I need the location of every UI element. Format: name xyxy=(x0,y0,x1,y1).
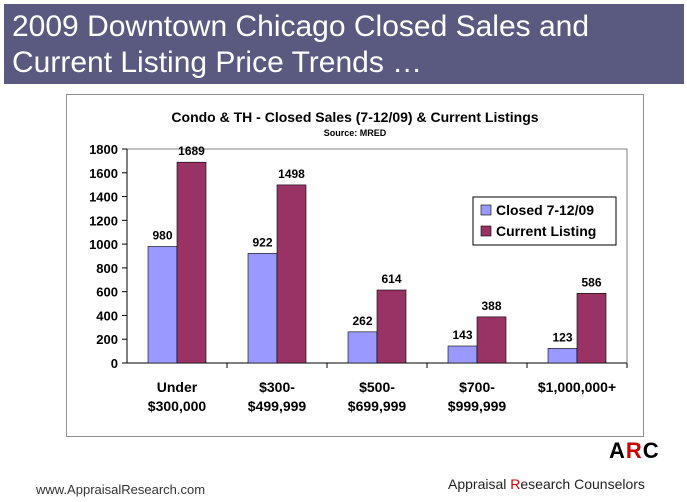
chart-panel: Condo & TH - Closed Sales (7-12/09) & Cu… xyxy=(66,94,644,437)
logo-letter-r: R xyxy=(625,438,643,463)
bar-current-listing xyxy=(476,316,507,364)
data-label-closed: 980 xyxy=(152,228,172,242)
bar-current-listing xyxy=(376,289,407,364)
logo-letter-a: A xyxy=(609,438,626,463)
data-label-closed: 123 xyxy=(552,330,572,344)
legend xyxy=(472,196,617,246)
y-tick-label: 1800 xyxy=(89,142,118,157)
data-label-closed: 143 xyxy=(452,328,472,342)
bar-closed xyxy=(547,348,578,364)
company-initial-a: A xyxy=(448,476,458,492)
bar-current-listing xyxy=(176,161,207,364)
x-category-label: $300- xyxy=(259,379,295,395)
x-category-label: $999,999 xyxy=(448,398,507,414)
company-word-r: esearch xyxy=(520,476,575,492)
legend-swatch-closed xyxy=(480,204,492,216)
y-tick-label: 1000 xyxy=(89,237,118,252)
y-tick-label: 1400 xyxy=(89,190,118,205)
bar-current-listing xyxy=(576,293,607,364)
data-label-closed: 262 xyxy=(352,314,372,328)
x-category-label: $499,999 xyxy=(248,398,307,414)
x-category-label: $699,999 xyxy=(348,398,407,414)
y-tick-label: 400 xyxy=(96,308,118,323)
data-label-current-listing: 388 xyxy=(481,299,501,313)
arc-logo: ARC xyxy=(609,438,660,464)
y-tick-label: 600 xyxy=(96,285,118,300)
website-url[interactable]: www.AppraisalResearch.com xyxy=(36,482,206,497)
legend-label-closed: Closed 7-12/09 xyxy=(496,202,594,218)
company-word-c: ounselors xyxy=(584,476,645,492)
y-tick-label: 200 xyxy=(96,332,118,347)
x-category-label: $300,000 xyxy=(148,398,207,414)
chart-subtitle: Source: MRED xyxy=(324,128,387,138)
x-category-label: $1,000,000+ xyxy=(538,379,616,395)
x-category-label: $700- xyxy=(459,379,495,395)
data-label-closed: 922 xyxy=(252,235,272,249)
x-category-label: $500- xyxy=(359,379,395,395)
company-name: Appraisal Research Counselors xyxy=(448,476,645,492)
x-category-label: Under xyxy=(157,379,198,395)
bar-closed xyxy=(447,345,478,364)
bar-current-listing xyxy=(276,184,307,364)
y-tick-label: 1200 xyxy=(89,213,118,228)
bar-closed xyxy=(147,246,178,364)
data-label-current-listing: 1689 xyxy=(178,144,205,158)
page-title-line-1: 2009 Downtown Chicago Closed Sales and xyxy=(12,10,590,43)
y-tick-label: 1600 xyxy=(89,166,118,181)
data-label-current-listing: 586 xyxy=(581,275,601,289)
data-label-current-listing: 614 xyxy=(381,272,401,286)
bar-closed xyxy=(247,253,278,364)
legend-label-current-listing: Current Listing xyxy=(496,223,596,239)
bar-closed xyxy=(347,331,378,364)
legend-swatch-current-listing xyxy=(480,225,492,237)
bar-chart: Condo & TH - Closed Sales (7-12/09) & Cu… xyxy=(89,109,628,414)
logo-letter-c: C xyxy=(642,438,660,463)
company-initial-c: C xyxy=(574,476,585,492)
y-tick-label: 800 xyxy=(96,261,118,276)
data-label-current-listing: 1498 xyxy=(278,167,305,181)
chart-title: Condo & TH - Closed Sales (7-12/09) & Cu… xyxy=(171,109,538,125)
company-initial-r: R xyxy=(510,476,521,492)
page-title-line-2: Current Listing Price Trends … xyxy=(12,46,423,79)
title-banner: 2009 Downtown Chicago Closed Sales and C… xyxy=(4,4,684,84)
company-word-a: ppraisal xyxy=(457,476,511,492)
y-tick-label: 0 xyxy=(111,356,118,371)
